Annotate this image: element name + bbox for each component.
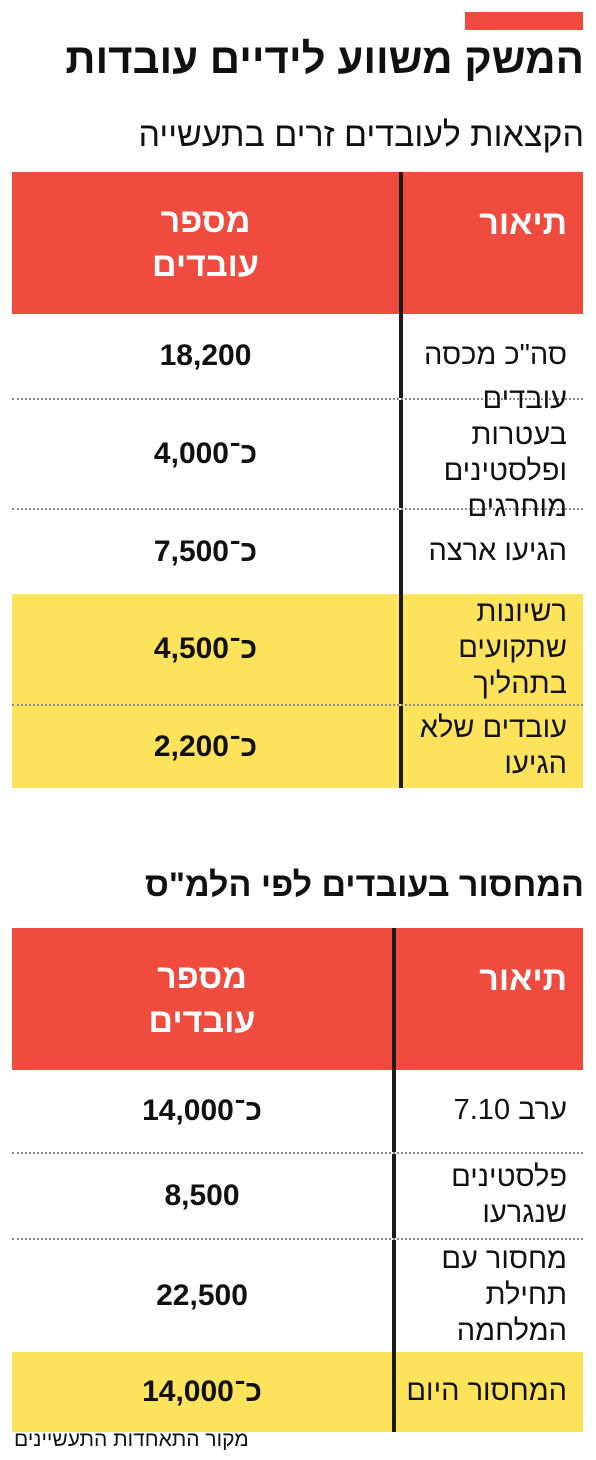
- header-num: מספר עובדים: [12, 928, 392, 1070]
- section1-title: הקצאות לעובדים זרים בתעשייה: [138, 116, 585, 154]
- table-header: תיאור מספר עובדים: [12, 928, 583, 1070]
- row-num: כ־4,000: [153, 437, 258, 470]
- section1-table: תיאור מספר עובדים סה"כ מכסה 18,200 עובדי…: [12, 172, 583, 788]
- table-row: רשיונות שתקועים בתהליך כ־4,500: [12, 594, 583, 704]
- table-row: סה"כ מכסה 18,200: [12, 314, 583, 398]
- table-row: עובדים בעטרות ופלסטינים מוחרגים כ־4,000: [12, 383, 583, 523]
- row-desc-line1: מחסור עם תחילת: [441, 1243, 567, 1312]
- table-row: ערב 7.10 כ־14,000: [12, 1070, 583, 1152]
- header-num-line2: עובדים: [152, 246, 259, 284]
- row-desc: רשיונות שתקועים בתהליך: [399, 594, 583, 704]
- row-num: כ־4,500: [153, 632, 258, 665]
- row-num: 8,500: [164, 1179, 240, 1212]
- row-num: כ־14,000: [142, 1375, 262, 1408]
- header-num: מספר עובדים: [12, 172, 399, 314]
- row-desc-line1: רשיונות שתקועים: [458, 596, 567, 665]
- table-header: תיאור מספר עובדים: [12, 172, 583, 314]
- row-desc: מחסור עם תחילת המלחמה: [392, 1240, 583, 1352]
- row-desc: פלסטינים שנגרעו: [392, 1154, 583, 1238]
- main-title: המשק משווע לידיים עובדות: [65, 35, 584, 82]
- header-num-line2: עובדים: [148, 1002, 256, 1040]
- row-desc: ערב 7.10: [392, 1070, 583, 1152]
- row-desc: סה"כ מכסה: [399, 314, 583, 398]
- row-desc-line1: עובדים בעטרות: [471, 383, 567, 452]
- table-row: הגיעו ארצה כ־7,500: [12, 508, 583, 594]
- row-num: כ־14,000: [142, 1094, 262, 1127]
- row-desc-line2: בתהליך: [473, 667, 567, 700]
- accent-bar: [465, 12, 583, 30]
- row-num: 18,200: [159, 339, 252, 372]
- header-num-line1: מספר: [157, 957, 247, 996]
- row-desc: עובדים בעטרות ופלסטינים מוחרגים: [399, 383, 583, 523]
- row-desc-line2: המלחמה: [456, 1314, 567, 1347]
- table-row: עובדים שלא הגיעו כ־2,200: [12, 704, 583, 788]
- row-desc-line2: ופלסטינים מוחרגים: [443, 455, 567, 523]
- table-row: מחסור עם תחילת המלחמה 22,500: [12, 1238, 583, 1352]
- source-note: מקור התאחדות התעשיינים: [14, 1428, 249, 1451]
- section2-table: תיאור מספר עובדים ערב 7.10 כ־14,000 פלסט…: [12, 928, 583, 1432]
- row-desc: עובדים שלא הגיעו: [399, 706, 583, 788]
- header-num-line1: מספר: [160, 201, 251, 240]
- row-num: כ־2,200: [153, 730, 258, 763]
- row-num: 22,500: [156, 1279, 248, 1312]
- table-row: פלסטינים שנגרעו 8,500: [12, 1152, 583, 1238]
- header-desc: תיאור: [392, 928, 583, 1070]
- row-num: כ־7,500: [153, 535, 258, 568]
- row-desc: הגיעו ארצה: [399, 510, 583, 594]
- table-row: המחסור היום כ־14,000: [12, 1352, 583, 1432]
- header-desc: תיאור: [399, 172, 583, 314]
- row-desc: המחסור היום: [392, 1352, 583, 1432]
- section2-title: המחסור בעובדים לפי הלמ"ס: [145, 866, 584, 904]
